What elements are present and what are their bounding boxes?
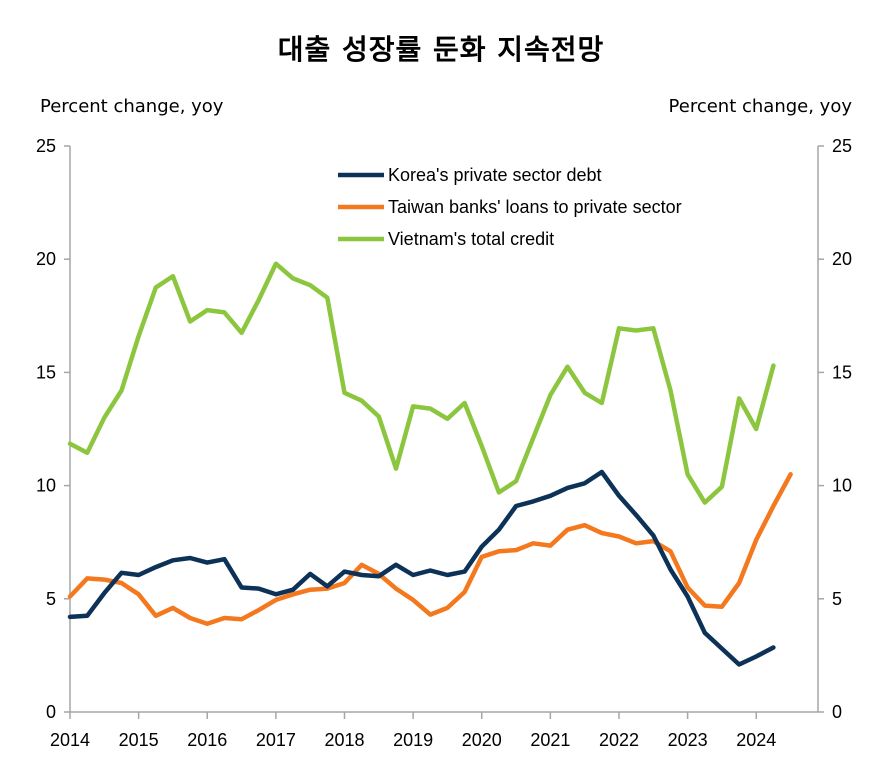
y-tick-label-right: 15 [832,362,852,382]
x-tick-label: 2016 [187,730,227,750]
x-tick-label: 2023 [668,730,708,750]
legend-label-1: Taiwan banks' loans to private sector [388,197,682,217]
series-line-2 [67,261,776,505]
legend-label-2: Vietnam's total credit [388,229,554,249]
x-tick-label: 2022 [599,730,639,750]
x-tick-label: 2020 [462,730,502,750]
y-tick-label-right: 10 [832,476,852,496]
series-lines [67,261,793,667]
y-tick-label-left: 10 [36,476,56,496]
x-tick-label: 2014 [50,730,90,750]
y-tick-label-left: 5 [46,589,56,609]
legend-label-0: Korea's private sector debt [388,165,602,185]
chart-title: 대출 성장률 둔화 지속전망 [277,33,605,66]
y-tick-label-left: 25 [36,136,56,156]
x-tick-label: 2017 [256,730,296,750]
x-tick-label: 2021 [530,730,570,750]
x-tick-label: 2018 [324,730,364,750]
y-tick-label-right: 25 [832,136,852,156]
y-tick-label-left: 20 [36,249,56,269]
y-tick-label-left: 0 [46,702,56,722]
x-tick-label: 2024 [736,730,776,750]
y-axis-label-right: Percent change, yoy [668,96,852,117]
x-tick-label: 2019 [393,730,433,750]
y-tick-label-right: 5 [832,589,842,609]
legend: Korea's private sector debt Taiwan banks'… [338,165,682,249]
y-tick-label-left: 15 [36,362,56,382]
y-tick-label-right: 20 [832,249,852,269]
x-tick-label: 2015 [119,730,159,750]
y-axis-label-left: Percent change, yoy [40,96,224,117]
series-line-0 [67,469,776,667]
series-line-1 [67,472,793,626]
y-tick-label-right: 0 [832,702,842,722]
